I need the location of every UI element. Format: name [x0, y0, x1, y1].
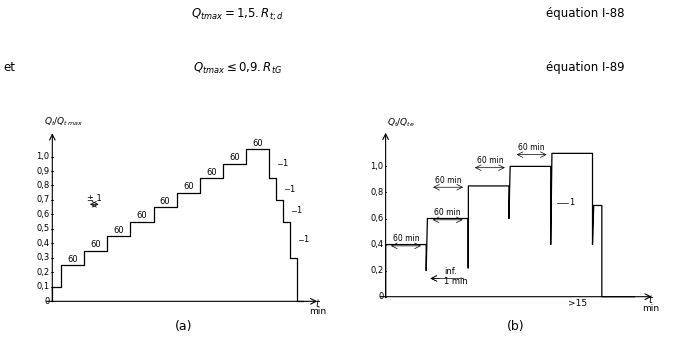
Text: 60 min: 60 min: [392, 234, 419, 243]
Text: 1,0: 1,0: [371, 162, 384, 171]
Text: 60 min: 60 min: [435, 208, 461, 217]
Text: $Q_t/Q_{te}$: $Q_t/Q_{te}$: [387, 116, 416, 129]
Text: 0,2: 0,2: [36, 268, 50, 277]
Text: 0,7: 0,7: [36, 195, 50, 205]
Text: 1: 1: [304, 235, 309, 244]
Text: 60: 60: [160, 197, 170, 206]
Text: >15: >15: [568, 299, 587, 308]
Text: 0,6: 0,6: [370, 214, 384, 223]
Text: 1: 1: [297, 206, 301, 215]
Text: 60: 60: [183, 182, 194, 191]
Text: 0,2: 0,2: [371, 266, 384, 275]
Text: ± 1: ± 1: [87, 194, 102, 203]
Text: (b): (b): [507, 320, 525, 333]
Text: et: et: [3, 61, 16, 74]
Text: 1 min: 1 min: [444, 277, 468, 286]
Text: 60: 60: [113, 226, 124, 235]
Text: 0: 0: [44, 297, 50, 306]
Text: 60: 60: [253, 139, 263, 148]
Text: équation I-88: équation I-88: [546, 7, 625, 20]
Text: 0,8: 0,8: [36, 181, 50, 190]
Text: min: min: [642, 304, 659, 313]
Text: 60 min: 60 min: [435, 176, 462, 185]
Text: 0,9: 0,9: [36, 166, 50, 176]
Text: 1: 1: [570, 198, 574, 207]
Text: min: min: [309, 307, 326, 316]
Text: (a): (a): [175, 320, 192, 333]
Text: 0,4: 0,4: [36, 239, 50, 248]
Text: 0,3: 0,3: [36, 253, 50, 263]
Text: $Q_{tmax} = 1{,}5. R_{t;d}$: $Q_{tmax} = 1{,}5. R_{t;d}$: [191, 7, 284, 23]
Text: 0,4: 0,4: [371, 240, 384, 249]
Text: 1: 1: [282, 159, 288, 168]
Text: 0: 0: [378, 292, 384, 301]
Text: 1,0: 1,0: [36, 152, 50, 161]
Text: 60: 60: [136, 211, 147, 220]
Text: 60: 60: [90, 240, 101, 249]
Text: 60 min: 60 min: [477, 156, 503, 165]
Text: 0,6: 0,6: [36, 210, 50, 219]
Text: t: t: [648, 295, 653, 305]
Text: équation I-89: équation I-89: [546, 61, 625, 74]
Text: 60 min: 60 min: [518, 143, 545, 152]
Text: t: t: [315, 299, 319, 309]
Text: 0,1: 0,1: [36, 282, 50, 292]
Text: inf.: inf.: [444, 267, 456, 276]
Text: 60: 60: [230, 153, 240, 162]
Text: 1: 1: [289, 185, 295, 194]
Text: $Q_t/Q_{t\,max}$: $Q_t/Q_{t\,max}$: [43, 115, 83, 128]
Text: 60: 60: [67, 255, 78, 264]
Text: 60: 60: [206, 168, 217, 177]
Text: 0,5: 0,5: [36, 224, 50, 234]
Text: 0,8: 0,8: [370, 188, 384, 197]
Text: $Q_{tmax} \leq 0{,}9. R_{tG}$: $Q_{tmax} \leq 0{,}9. R_{tG}$: [193, 61, 282, 76]
